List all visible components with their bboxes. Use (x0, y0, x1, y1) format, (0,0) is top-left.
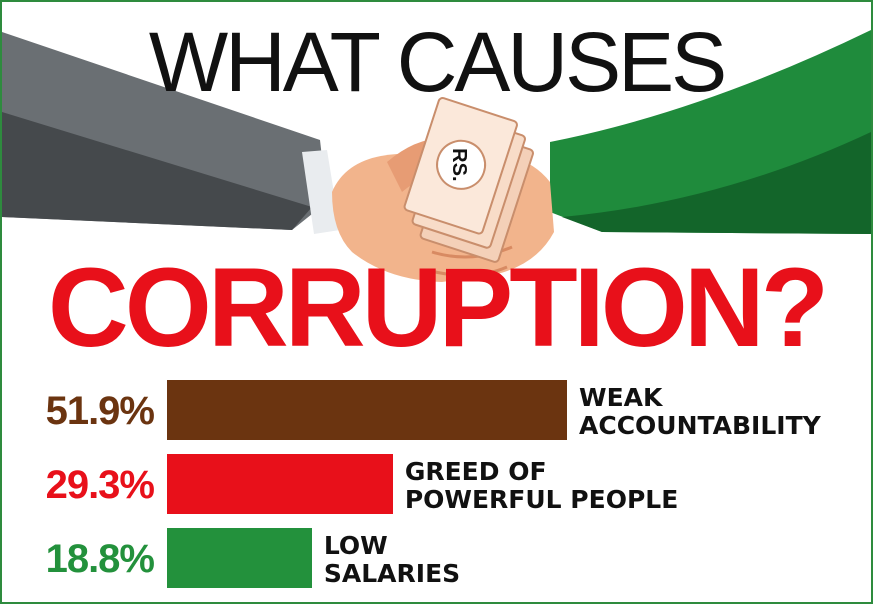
category-label: WEAK ACCOUNTABILITY (579, 384, 821, 440)
right-sleeve-shadow-icon (562, 132, 871, 234)
bar (167, 380, 567, 440)
money-seal-icon (436, 139, 487, 190)
left-cuff-icon (302, 150, 340, 234)
money-bills-icon: RS. (403, 97, 534, 263)
title-line2: CORRUPTION? (47, 245, 829, 370)
fingers-icon (426, 245, 513, 277)
category-label-line: ACCOUNTABILITY (579, 411, 821, 440)
money-label: RS. (448, 148, 470, 181)
left-sleeve-shadow-icon (2, 112, 312, 230)
category-label: LOW SALARIES (324, 532, 460, 588)
category-label: GREED OF POWERFUL PEOPLE (405, 458, 678, 514)
title-line1: WHAT CAUSES (148, 15, 727, 109)
value-label: 29.3% (45, 463, 155, 507)
category-label-line: LOW (323, 531, 388, 560)
category-label-line: GREED OF (404, 457, 547, 486)
bar (167, 454, 393, 514)
category-label-line: POWERFUL PEOPLE (404, 485, 679, 514)
bar (167, 528, 312, 588)
value-label: 18.8% (45, 537, 155, 581)
value-label: 51.9% (45, 389, 155, 433)
category-label-line: SALARIES (323, 559, 461, 588)
category-label-line: WEAK (579, 383, 663, 412)
